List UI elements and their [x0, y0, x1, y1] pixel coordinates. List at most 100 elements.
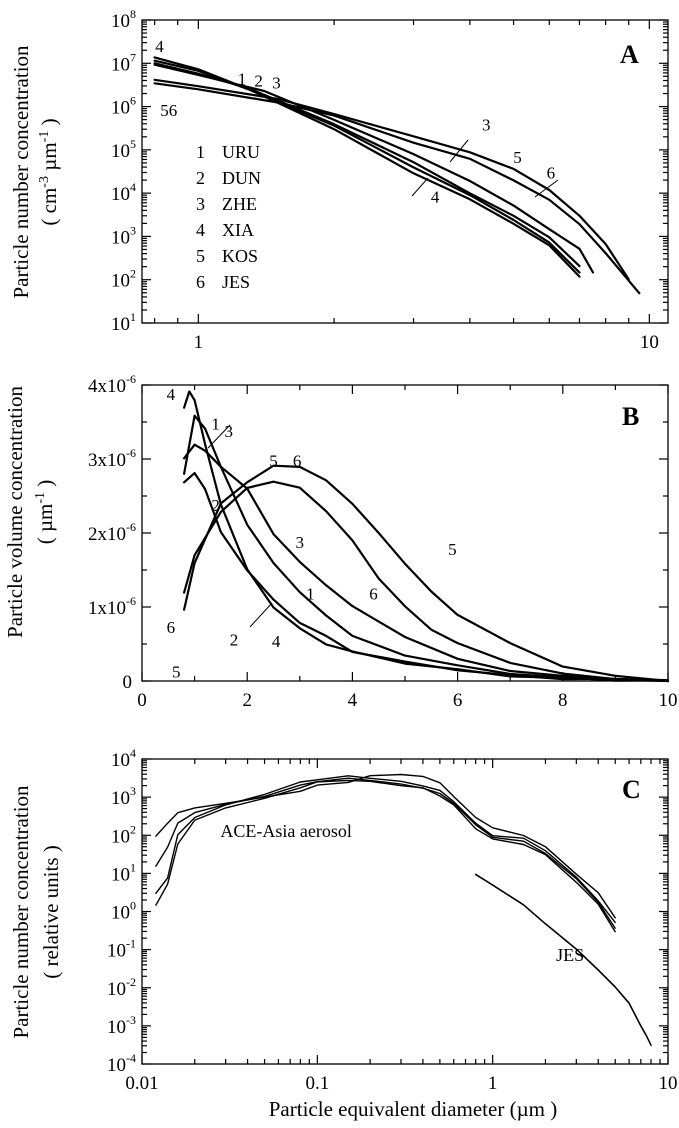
legend-name-1: URU [222, 142, 260, 162]
panel-b-curve-label: 6 [293, 451, 302, 470]
panel-b-y-axis-title: Particle volume concentration ( µm-1 ) [3, 386, 57, 638]
panel-b-series-3 [184, 445, 668, 680]
panel-a-curve-label: 1 [238, 70, 247, 89]
panel-c-y-tick-label: 100 [111, 899, 136, 924]
panel-a-curve-label: 6 [547, 163, 556, 182]
panel-c-y-axis-title: Particle number concentration ( relative… [9, 785, 63, 1039]
panel-b-curve-label: 5 [448, 540, 457, 559]
panel-a-series-3 [155, 65, 593, 273]
panel-a-y-tick-label: 101 [111, 310, 136, 335]
panel-b-curve-label: 4 [167, 385, 176, 404]
legend-name-2: DUN [222, 168, 261, 188]
panel-a-y-title-units: ( cm-3 µm-1 ) [37, 118, 61, 225]
panel-a-curve-label: 2 [254, 72, 263, 91]
panel-b-y-tick-label: 3x10-6 [88, 446, 136, 471]
panel-b-y-tick-label: 2x10-6 [88, 520, 136, 545]
panel-a-y-tick-label: 105 [111, 137, 136, 162]
panel-b-curve-label: 2 [230, 630, 239, 649]
panel-a-legend: 1 URU 2 DUN 3 ZHE 4 XIA 5 KOS 6 JES [196, 142, 261, 292]
panel-c-plot-frame [142, 759, 668, 1064]
panel-a-unit-close: ) [37, 118, 61, 130]
panel-a-unit-exp2: -1 [37, 131, 52, 143]
panel-b-curve-label: 6 [369, 585, 378, 604]
panel-c: Particle number concentration ( relative… [9, 746, 678, 1094]
panel-b-unit-exp: -1 [33, 492, 48, 504]
x-axis-title-prefix: Particle equivalent diameter ( [269, 1097, 517, 1121]
panel-a-y-tick-label: 108 [111, 7, 136, 32]
panel-a-curve-label: 3 [482, 116, 491, 135]
panel-b-curve-label: 1 [211, 414, 220, 433]
panel-c-letter: C [622, 775, 641, 804]
panel-a-unit-mid: µm [37, 142, 61, 176]
panel-b-curve-label: 5 [269, 451, 278, 470]
panel-a-y-title-main: Particle number concentration [9, 45, 33, 299]
panel-c-series-ace-asia-aerosol [156, 778, 615, 928]
panel-b-y-tick-label: 4x10-6 [88, 372, 136, 397]
panel-b-unit-close: ) [33, 480, 57, 492]
panel-b-unit-open: ( µm [33, 504, 57, 545]
panel-c-y-tick-label: 10-3 [107, 1013, 136, 1038]
panel-c-x-tick-label: 0.01 [125, 1073, 158, 1094]
legend-name-4: XIA [222, 220, 254, 240]
x-axis-title-suffix: ) [545, 1097, 557, 1121]
legend-num-4: 4 [196, 220, 205, 240]
legend-num-5: 5 [196, 246, 205, 266]
panel-c-y-tick-label: 10-2 [107, 975, 136, 1000]
panel-b-x-tick-label: 10 [659, 690, 678, 711]
panel-b-y-tick-label: 1x10-6 [88, 594, 136, 619]
panel-b-series-4 [184, 392, 668, 682]
panel-b-curve-label: 1 [306, 585, 315, 604]
panel-a-leader-4 [412, 178, 428, 196]
panel-b-x-tick-label: 8 [558, 690, 568, 711]
panel-b-curve-label: 4 [272, 632, 281, 651]
panel-a-y-tick-label: 103 [111, 223, 136, 248]
panel-b: Particle volume concentration ( µm-1 ) B… [3, 372, 678, 711]
x-axis-title: Particle equivalent diameter (µm ) [269, 1097, 558, 1121]
panel-a-curve-label: 4 [431, 188, 440, 207]
panel-c-x-tick-label: 0.1 [305, 1073, 329, 1094]
panel-b-leader-2 [250, 603, 272, 627]
panel-c-annotation: JES [556, 945, 584, 965]
panel-a-y-tick-label: 107 [111, 50, 136, 75]
panel-a-curve-label: 3 [272, 74, 281, 93]
panel-b-y-title-main: Particle volume concentration [3, 386, 27, 638]
panel-b-series-5 [184, 466, 668, 681]
panel-b-series-1 [184, 416, 668, 681]
legend-num-2: 2 [196, 168, 205, 188]
panel-a-curve-label: 5 [513, 148, 522, 167]
panel-a: Particle number concentration ( cm-3 µm-… [9, 7, 668, 353]
panel-c-y-tick-label: 103 [111, 784, 136, 809]
panel-b-curve-label: 5 [172, 662, 181, 681]
panel-a-y-tick-label: 106 [111, 94, 136, 119]
panel-a-unit-open: ( cm [37, 188, 61, 226]
panel-a-plot-frame [142, 20, 668, 323]
panel-b-curve-label: 3 [225, 422, 234, 441]
panel-b-x-tick-label: 2 [242, 690, 252, 711]
panel-c-y-tick-label: 101 [111, 860, 136, 885]
panel-c-y-title-main: Particle number concentration [9, 785, 33, 1039]
panel-c-x-tick-label: 1 [488, 1073, 498, 1094]
legend-name-5: KOS [222, 246, 258, 266]
panel-c-y-tick-label: 10-1 [107, 937, 136, 962]
panel-c-series-ace-asia-aerosol [156, 776, 615, 923]
panel-c-y-title-units: ( relative units ) [39, 845, 63, 979]
panel-a-curve-label: 56 [160, 101, 177, 120]
panel-a-x-tick-label: 1 [194, 332, 204, 353]
panel-b-curve-label: 6 [167, 618, 176, 637]
x-axis-title-unit: µm [517, 1097, 545, 1121]
panel-b-curve-label: 2 [211, 496, 220, 515]
legend-name-3: ZHE [222, 194, 257, 214]
panel-c-annotation: ACE-Asia aerosol [220, 821, 351, 841]
panel-a-y-tick-label: 102 [111, 267, 136, 292]
panel-c-y-tick-label: 104 [111, 746, 136, 771]
panel-a-curve-label: 4 [155, 37, 164, 56]
panel-a-y-tick-label: 104 [111, 180, 136, 205]
panel-a-letter: A [620, 40, 639, 69]
panel-b-letter: B [622, 402, 639, 431]
legend-num-1: 1 [196, 142, 205, 162]
panel-b-x-tick-label: 4 [348, 690, 358, 711]
legend-name-6: JES [222, 272, 250, 292]
panel-b-y-title-units: ( µm-1 ) [33, 480, 57, 545]
panel-a-x-tick-label: 10 [640, 332, 659, 353]
